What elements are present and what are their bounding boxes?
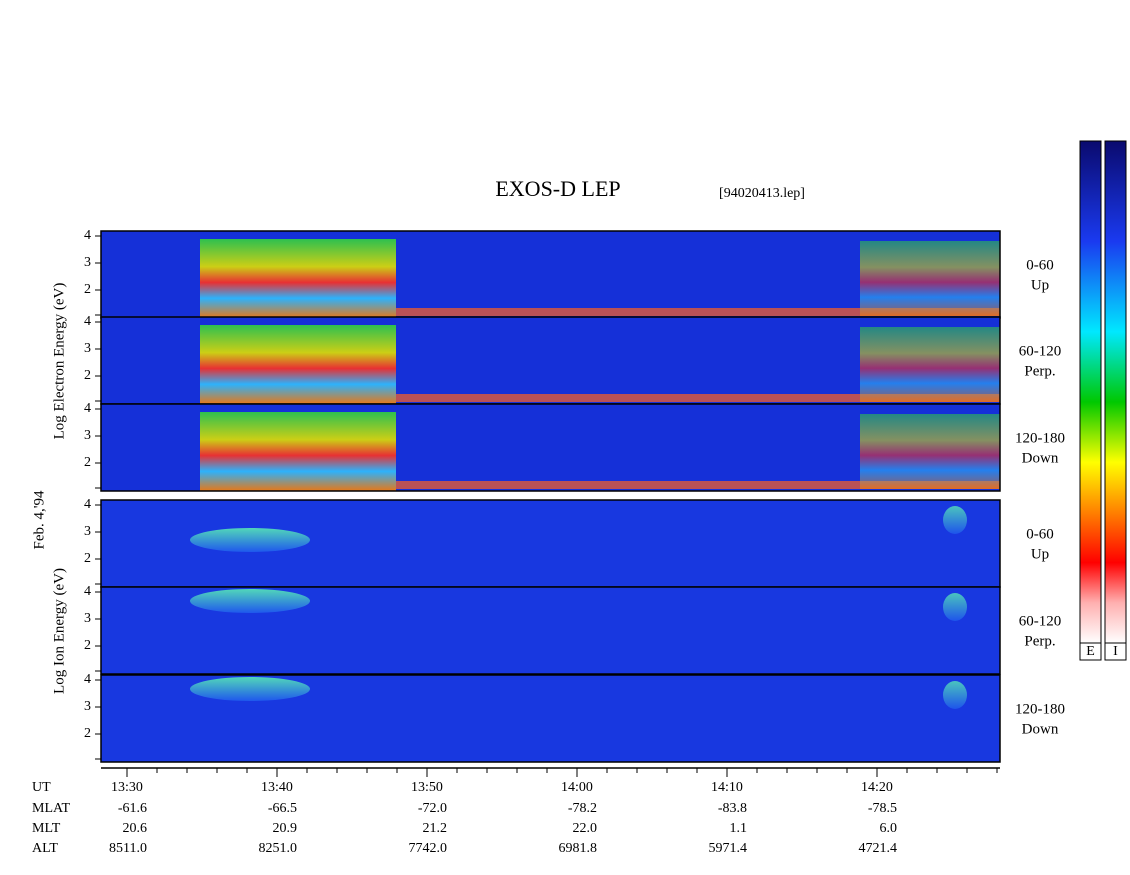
axis-cell: 14:00 <box>561 780 593 795</box>
y-tick-label: 2 <box>84 368 91 383</box>
spectrogram-patch <box>190 589 310 613</box>
panel-direction: Perp. <box>1024 633 1055 649</box>
group-label: Log Electron Energy (eV) <box>51 283 67 440</box>
spectrogram-patch <box>200 325 396 404</box>
axis-cell: 14:10 <box>711 780 743 795</box>
y-tick-label: 3 <box>84 255 91 270</box>
axis-cell: 13:40 <box>261 780 293 795</box>
colorbar <box>1104 140 1127 644</box>
y-tick-label: 2 <box>84 551 91 566</box>
row-label: MLT <box>32 821 61 836</box>
row-label: UT <box>32 780 51 795</box>
panel-frame <box>100 403 1001 492</box>
panel-direction: Up <box>1031 546 1049 562</box>
spectrogram-patch <box>190 528 310 552</box>
time-axis: UT MLAT MLT ALT 13:30 -61.6 20.6 8511.0 13:40 -66… <box>32 767 1000 856</box>
y-tick-label: 4 <box>84 497 91 512</box>
axis-cell: 8251.0 <box>259 841 298 856</box>
spectrogram-patch <box>200 412 396 491</box>
colorbar-label-box <box>1079 642 1102 661</box>
y-tick-label: 3 <box>84 699 91 714</box>
spectrogram-patch <box>396 481 1000 489</box>
y-tick-label: 3 <box>84 524 91 539</box>
axis-cell: 5971.4 <box>709 841 748 856</box>
spectrogram-patch <box>943 506 967 534</box>
axis-cell: 7742.0 <box>409 841 448 856</box>
axis-cell: 6981.8 <box>559 841 598 856</box>
axis-cell: 14:20 <box>861 780 893 795</box>
spectrogram-patch <box>200 239 396 318</box>
y-tick-label: 2 <box>84 726 91 741</box>
y-tick-label: 4 <box>84 228 91 243</box>
y-tick-label: 3 <box>84 341 91 356</box>
chart-title: EXOS-D LEP <box>495 176 620 201</box>
axis-cell: 1.1 <box>730 821 748 836</box>
panel-angle: 60-120 <box>1019 613 1062 629</box>
spectrogram-patch <box>860 327 1000 402</box>
panel-direction: Perp. <box>1024 363 1055 379</box>
spectrogram-patch <box>190 677 310 701</box>
axis-cell: -78.5 <box>868 801 897 816</box>
y-tick-label: 4 <box>84 314 91 329</box>
panel-direction: Down <box>1022 721 1059 737</box>
y-tick-label: 3 <box>84 611 91 626</box>
panel-frame <box>100 586 1001 675</box>
axis-cell: 13:30 <box>111 780 143 795</box>
axis-cell: 6.0 <box>880 821 898 836</box>
colorbar-label: I <box>1113 644 1118 659</box>
axis-cell: 20.9 <box>273 821 298 836</box>
y-tick-label: 3 <box>84 428 91 443</box>
axis-cell: 13:50 <box>411 780 443 795</box>
spectrogram-patch <box>943 681 967 709</box>
panel-frame <box>100 674 1001 763</box>
y-tick-label: 2 <box>84 282 91 297</box>
y-tick-label: 4 <box>84 584 91 599</box>
spectrogram-patch <box>860 241 1000 316</box>
row-label: ALT <box>32 841 58 856</box>
panel-angle: 0-60 <box>1026 257 1054 273</box>
y-tick-label: 2 <box>84 638 91 653</box>
spectrogram-patch <box>943 593 967 621</box>
colorbar <box>1079 140 1102 644</box>
spectrogram-patch <box>396 394 1000 402</box>
panel-angle: 60-120 <box>1019 343 1062 359</box>
panel-direction: Down <box>1022 450 1059 466</box>
axis-cell: 20.6 <box>123 821 148 836</box>
panel-direction: Up <box>1031 277 1049 293</box>
panel-angle: 120-180 <box>1015 430 1065 446</box>
spectrogram-patch <box>860 414 1000 489</box>
y-tick-label: 2 <box>84 455 91 470</box>
panel-angle: 120-180 <box>1015 701 1065 717</box>
spectrogram-patch <box>396 308 1000 316</box>
axis-cell: -78.2 <box>568 801 597 816</box>
panel-angle: 0-60 <box>1026 526 1054 542</box>
file-name: [94020413.lep] <box>719 186 805 201</box>
axis-cell: 22.0 <box>573 821 598 836</box>
axis-cell: -66.5 <box>268 801 297 816</box>
colorbar-label-box <box>1104 642 1127 661</box>
axis-cell: 8511.0 <box>109 841 147 856</box>
date-label: Feb. 4,'94 <box>31 490 47 549</box>
axis-cell: -83.8 <box>718 801 747 816</box>
row-label: MLAT <box>32 801 71 816</box>
panels: 2 3 4 0-60 Up 2 3 4 60-120 Perp. 2 3 4 120-180 Down 2 3 4… <box>84 228 1065 763</box>
group-label: Log Ion Energy (eV) <box>51 568 67 694</box>
y-tick-label: 4 <box>84 401 91 416</box>
y-tick-label: 4 <box>84 672 91 687</box>
axis-cell: -72.0 <box>418 801 447 816</box>
axis-cell: -61.6 <box>118 801 147 816</box>
axis-cell: 4721.4 <box>859 841 898 856</box>
colorbar-label: E <box>1086 644 1095 659</box>
axis-cell: 21.2 <box>423 821 448 836</box>
